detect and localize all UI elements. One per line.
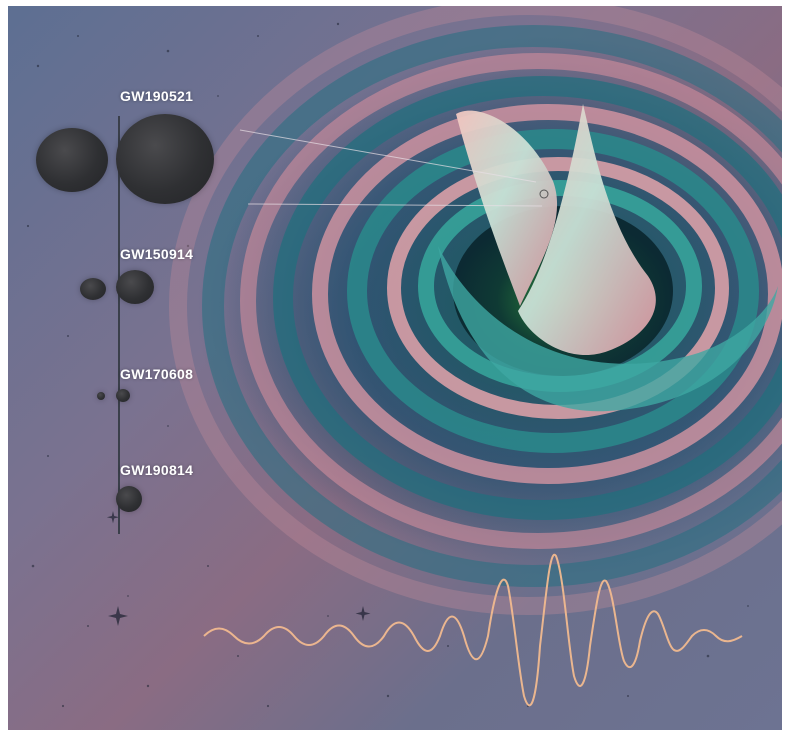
black-hole-icon (97, 392, 105, 400)
event-label-gw190814: GW190814 (120, 462, 194, 478)
illustration: GW190521 GW150914 GW170608 GW190814 (8, 6, 782, 730)
black-hole-icon (116, 389, 130, 402)
spacetime-ripples (169, 6, 782, 615)
black-hole-icon (36, 128, 108, 192)
star-field (26, 22, 749, 708)
event-label-gw190521: GW190521 (120, 88, 194, 104)
black-hole-icon (116, 486, 142, 512)
gravitational-waveform (203, 553, 743, 707)
event-label-gw170608: GW170608 (120, 366, 194, 382)
black-hole-icon (116, 114, 214, 204)
black-hole-icon (80, 278, 106, 300)
event-label-gw150914: GW150914 (120, 246, 194, 262)
black-hole-icon (116, 270, 154, 304)
scale-axis-line (118, 116, 120, 534)
